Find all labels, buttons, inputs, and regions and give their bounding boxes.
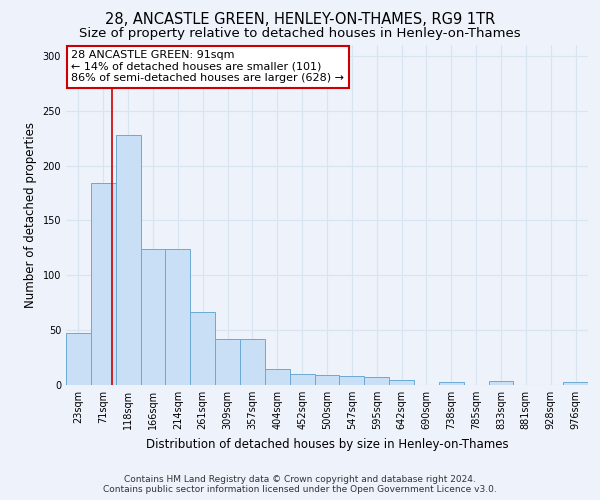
Bar <box>265 368 290 385</box>
Bar <box>488 380 514 385</box>
Bar <box>439 382 464 385</box>
Bar <box>116 135 140 385</box>
Bar <box>91 183 116 385</box>
Bar <box>166 249 190 385</box>
Text: Size of property relative to detached houses in Henley-on-Thames: Size of property relative to detached ho… <box>79 28 521 40</box>
Bar <box>314 375 340 385</box>
Bar <box>290 374 314 385</box>
Bar <box>140 249 166 385</box>
Bar <box>364 378 389 385</box>
Bar <box>340 376 364 385</box>
Bar <box>389 380 414 385</box>
Bar <box>563 382 588 385</box>
Bar <box>215 339 240 385</box>
Text: 28 ANCASTLE GREEN: 91sqm
← 14% of detached houses are smaller (101)
86% of semi-: 28 ANCASTLE GREEN: 91sqm ← 14% of detach… <box>71 50 344 84</box>
Bar <box>66 334 91 385</box>
X-axis label: Distribution of detached houses by size in Henley-on-Thames: Distribution of detached houses by size … <box>146 438 508 450</box>
Text: 28, ANCASTLE GREEN, HENLEY-ON-THAMES, RG9 1TR: 28, ANCASTLE GREEN, HENLEY-ON-THAMES, RG… <box>105 12 495 28</box>
Bar <box>190 312 215 385</box>
Y-axis label: Number of detached properties: Number of detached properties <box>24 122 37 308</box>
Text: Contains HM Land Registry data © Crown copyright and database right 2024.
Contai: Contains HM Land Registry data © Crown c… <box>103 474 497 494</box>
Bar <box>240 339 265 385</box>
